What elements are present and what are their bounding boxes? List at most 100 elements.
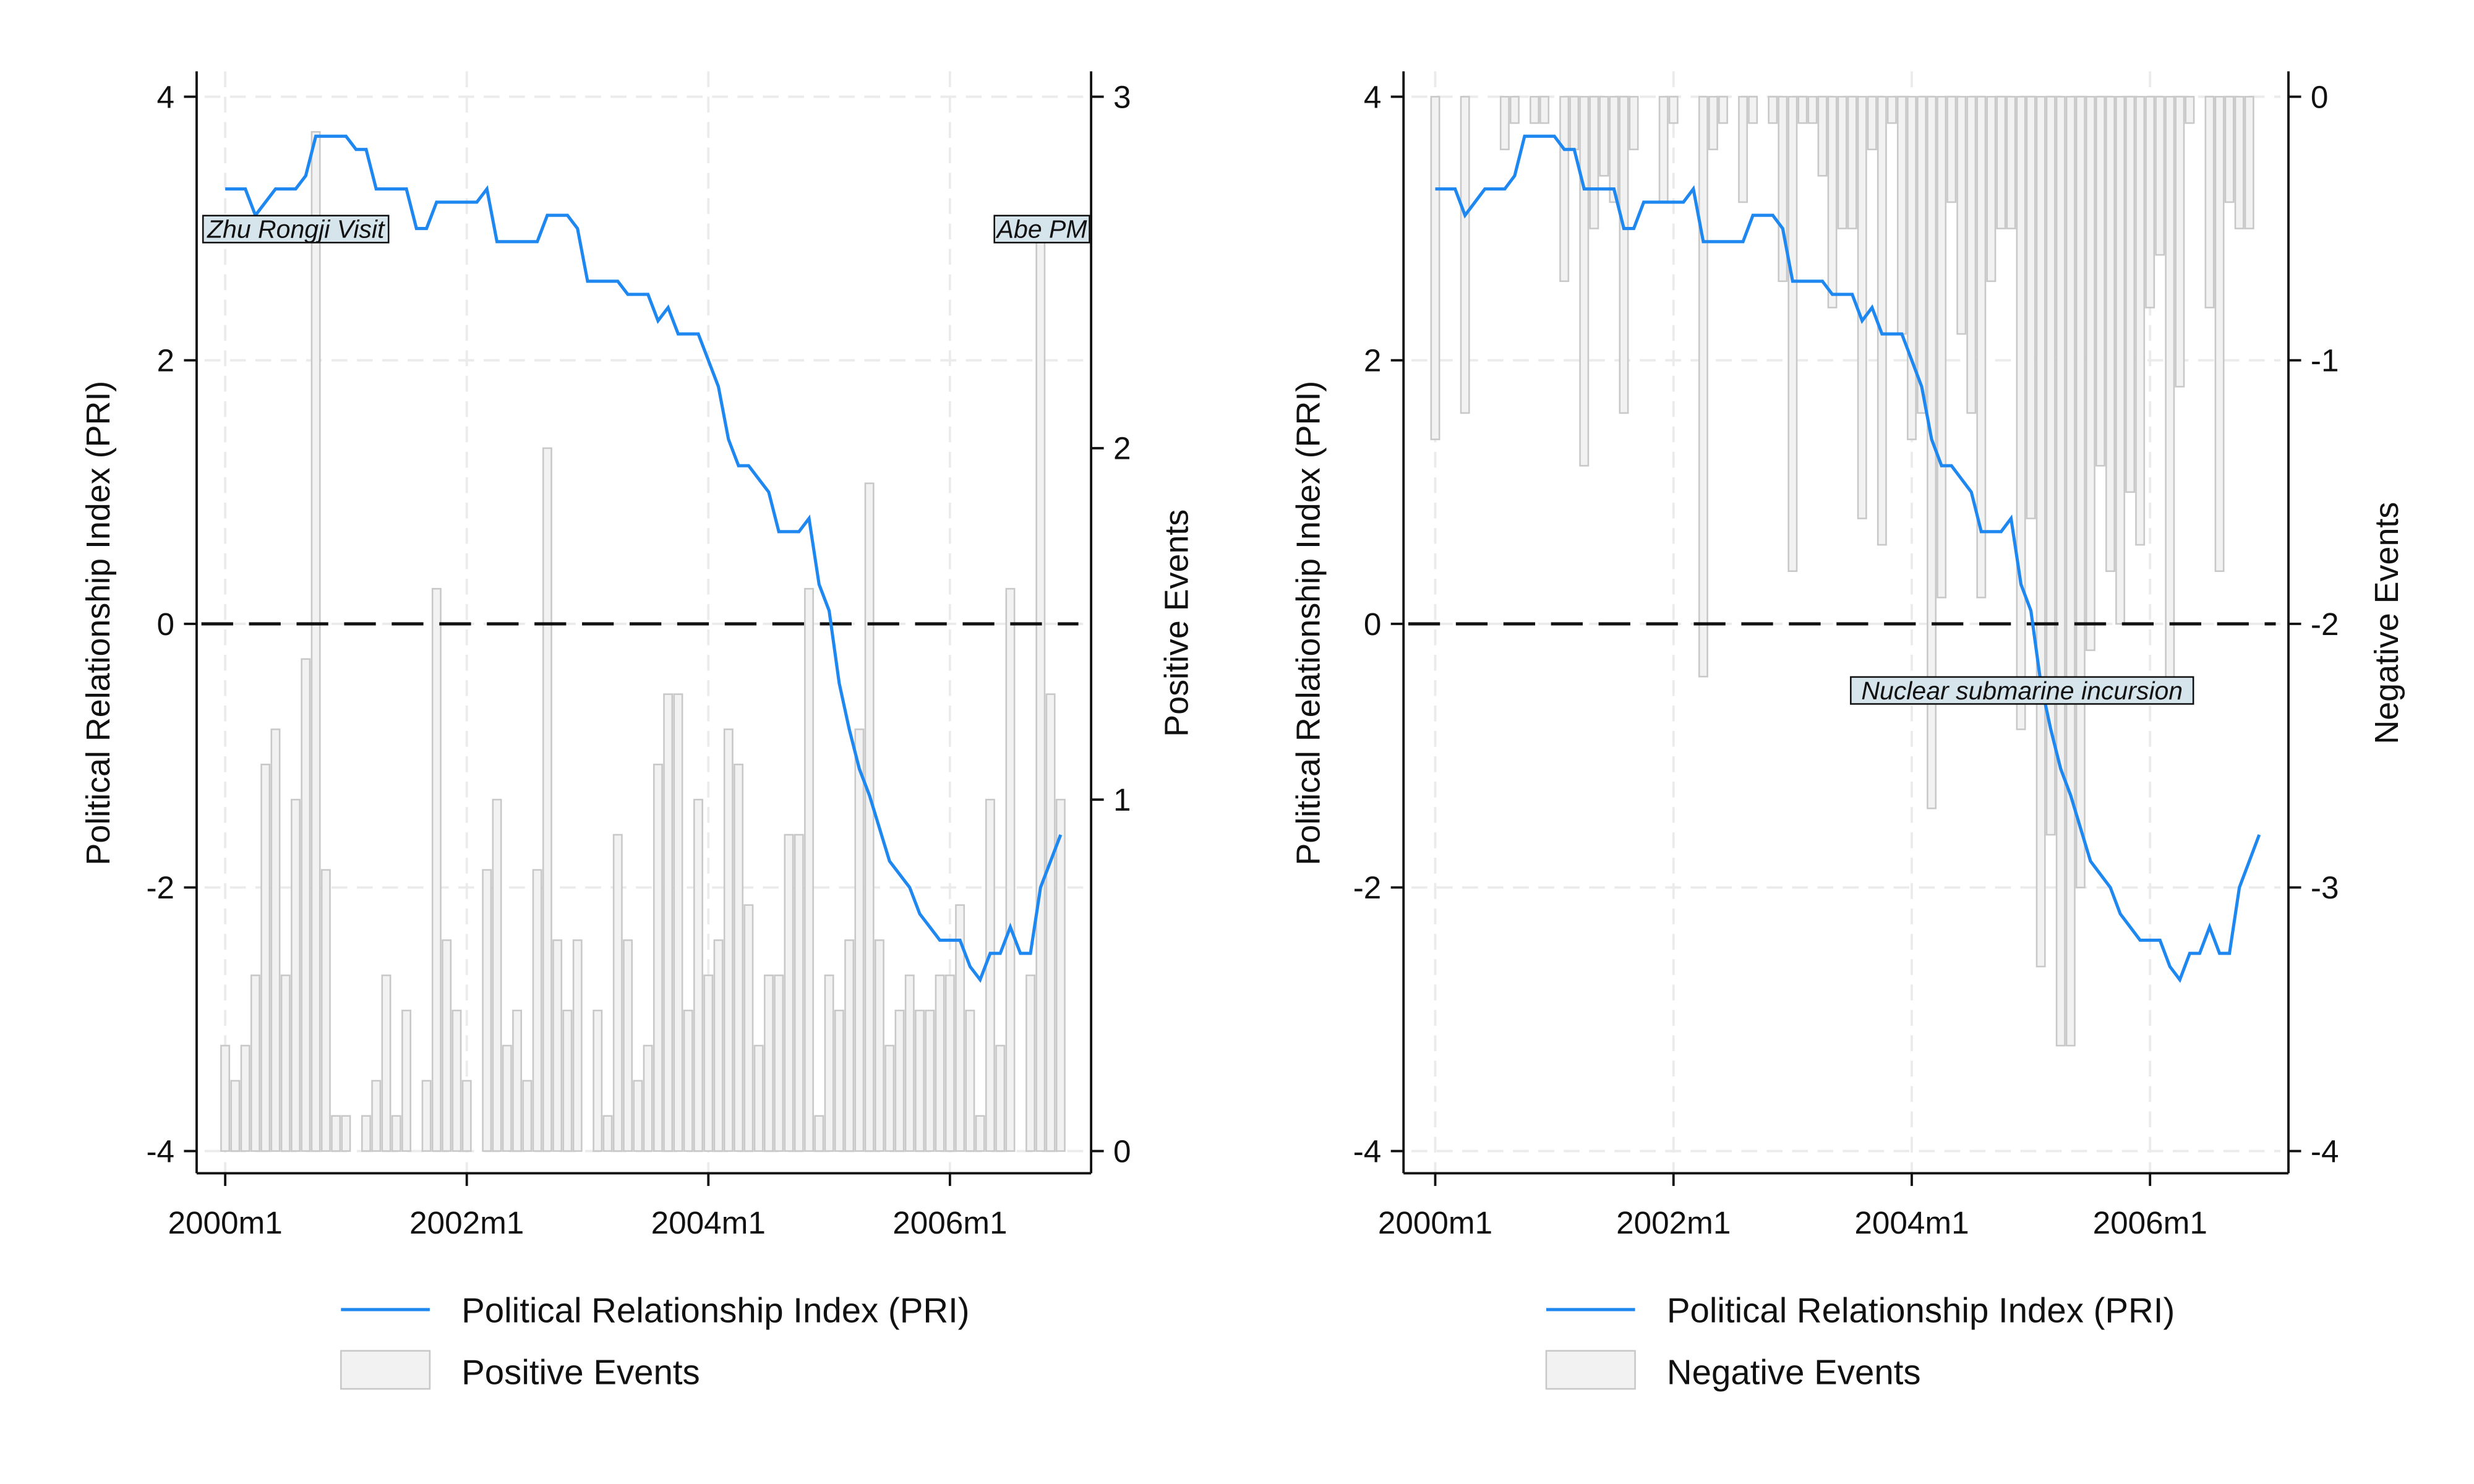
bar-11 [1539,96,1550,124]
bar-53 [1956,96,1967,335]
bar-49 [713,939,724,1152]
right-axis-title: Positive Events [1158,510,1196,737]
bar-40 [623,939,633,1152]
left-tick-label: 4 [157,79,175,114]
bar-19 [1619,96,1629,414]
bar-58 [804,587,814,1152]
bar-18 [1609,96,1619,203]
bar-60 [824,974,834,1152]
bar-14 [361,1115,371,1152]
bar-8 [1509,96,1520,124]
bar-3 [1460,96,1470,414]
bar-79 [2214,96,2225,573]
legend-bar-swatch [1545,1350,1636,1390]
x-tick-label: 2006m1 [2093,1205,2207,1240]
pri-line [225,134,1063,983]
bar-56 [1986,96,1997,283]
bar-27 [492,798,502,1152]
x-tick-label: 2004m1 [1854,1205,1969,1240]
bar-2 [240,1044,250,1152]
bar-49 [1917,96,1927,414]
bar-21 [431,587,442,1152]
bar-45 [673,693,683,1152]
bar-62 [844,939,855,1152]
bar-20 [1629,96,1639,150]
bar-12 [341,1115,351,1152]
x-tick-label: 2004m1 [651,1205,766,1240]
bar-81 [1035,236,1046,1152]
bar-82 [1045,693,1056,1152]
bar-48 [703,974,714,1152]
bar-48 [1907,96,1917,440]
bar-59 [2016,96,2026,730]
bar-58 [2006,96,2016,229]
bar-5 [270,728,281,1152]
bar-23 [452,1009,462,1152]
bar-32 [1748,96,1758,124]
left-tick-label: -2 [146,870,174,905]
right-tick-label: 2 [1113,431,1131,466]
bar-4 [260,764,271,1152]
bar-73 [955,904,965,1152]
bar-50 [723,728,734,1152]
bar-54 [763,974,774,1152]
bar-0 [220,1044,231,1152]
legend-label-events: Positive Events [461,1352,700,1391]
bar-37 [1797,96,1808,124]
bar-71 [935,974,945,1152]
bar-70 [925,1009,935,1152]
bar-67 [894,1009,905,1152]
bar-41 [633,1080,643,1152]
bar-75 [2175,96,2185,388]
legend-label-pri: Political Relationship Index (PRI) [1667,1290,2175,1329]
x-tick-label: 2006m1 [892,1205,1007,1240]
bar-68 [2105,96,2115,573]
legend-bar-swatch [340,1350,431,1390]
bar-52 [1946,96,1957,203]
bar-73 [2155,96,2165,256]
bar-56 [784,834,794,1152]
bar-38 [602,1115,613,1152]
x-tick-label: 2002m1 [1616,1205,1731,1240]
bar-72 [2145,96,2155,309]
bar-16 [1589,96,1599,229]
bar-74 [965,1009,975,1152]
bar-18 [401,1009,411,1152]
bar-75 [975,1115,985,1152]
bar-17 [1599,96,1609,177]
right-tick-label: -4 [2311,1133,2339,1169]
bar-28 [1708,96,1718,150]
bar-40 [1827,96,1838,309]
bar-47 [1896,96,1907,335]
x-tick-label: 2000m1 [1378,1205,1492,1240]
bar-20 [421,1080,432,1152]
right-tick-label: 0 [1113,1133,1131,1169]
bar-31 [1738,96,1748,203]
bar-42 [1847,96,1857,229]
bar-55 [1976,96,1987,599]
bar-47 [693,798,703,1152]
left-tick-label: 2 [157,343,175,378]
bar-34 [562,1009,573,1152]
bar-43 [653,764,663,1152]
left-axis-title: Political Relationship Index (PRI) [80,381,117,866]
bar-43 [1857,96,1867,519]
bar-81 [2234,96,2245,229]
bar-24 [1668,96,1679,124]
bar-29 [512,1009,523,1152]
bar-10 [1530,96,1539,124]
bar-66 [884,1044,895,1152]
bar-9 [310,130,321,1152]
bar-11 [331,1115,341,1152]
left-tick-label: -4 [146,1133,174,1169]
bar-82 [2244,96,2254,229]
bar-24 [461,1080,472,1152]
bar-28 [502,1044,512,1152]
x-tick-label: 2002m1 [409,1205,524,1240]
annotation-label: Nuclear submarine incursion [1861,676,2183,705]
bar-67 [2095,96,2105,467]
annotation-box [202,215,390,244]
bar-26 [482,869,492,1152]
bar-74 [2165,96,2175,704]
bar-46 [1886,96,1897,124]
